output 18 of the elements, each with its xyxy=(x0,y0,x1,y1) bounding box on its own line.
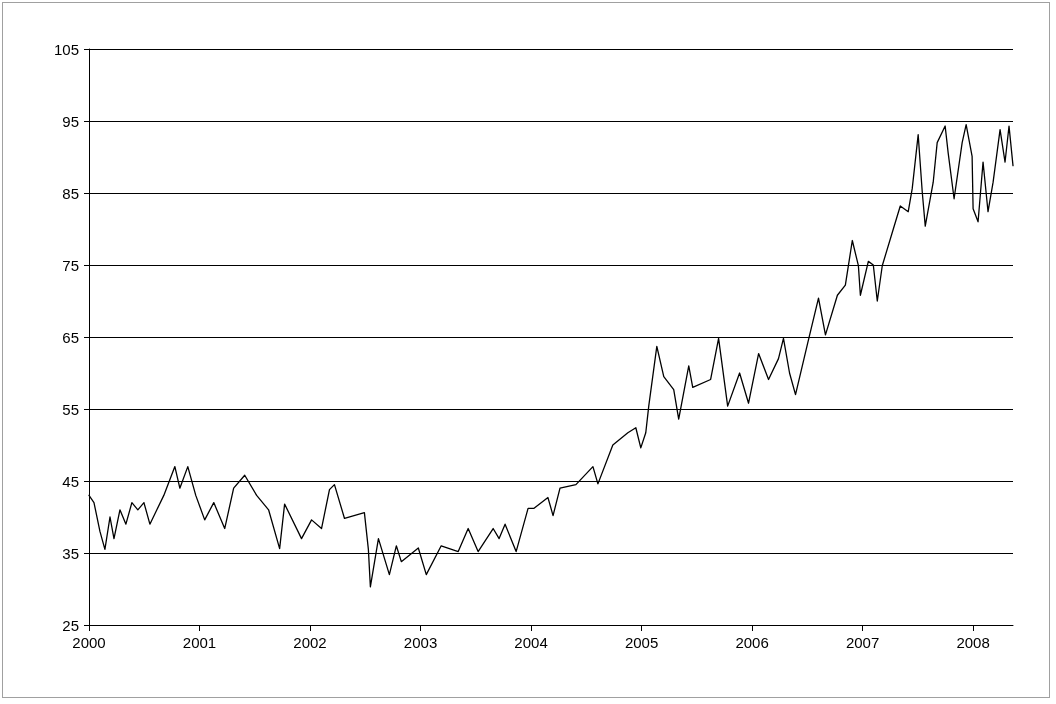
x-tick-label: 2004 xyxy=(514,634,548,651)
x-tick-label: 2000 xyxy=(72,634,106,651)
x-tick-label: 2007 xyxy=(845,634,880,651)
y-tick-label: 55 xyxy=(62,400,79,418)
y-tick-label: 85 xyxy=(62,184,79,202)
y-tick-label: 25 xyxy=(62,616,79,634)
x-tick-label: 2002 xyxy=(293,634,327,651)
x-tick-label: 2006 xyxy=(735,634,769,651)
y-tick-label: 105 xyxy=(53,40,79,58)
x-tick-label: 2001 xyxy=(182,634,217,651)
x-tick-label: 2003 xyxy=(403,634,438,651)
y-tick-label: 65 xyxy=(62,328,79,346)
y-tick-label: 35 xyxy=(62,544,79,562)
y-tick-label: 95 xyxy=(62,112,79,130)
y-tick-label: 45 xyxy=(62,472,79,490)
y-tick-label: 75 xyxy=(62,256,79,274)
x-tick-label: 2005 xyxy=(624,634,659,651)
x-tick-label: 2008 xyxy=(956,634,990,651)
